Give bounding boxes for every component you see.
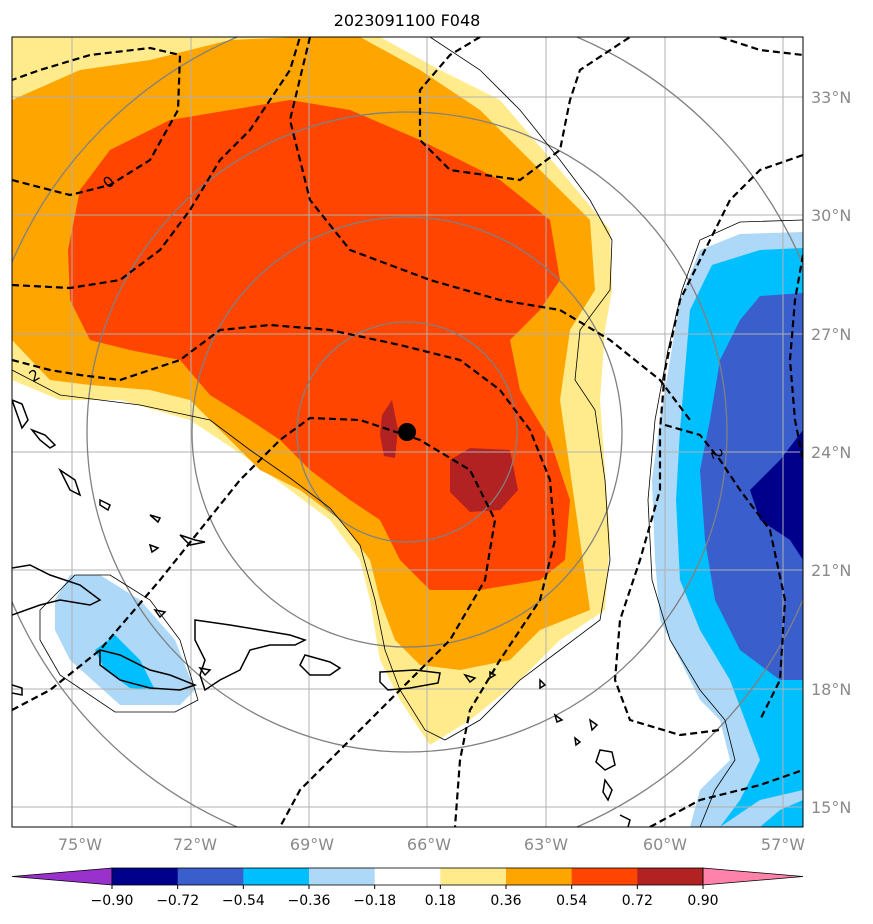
lat-label: 27°N	[811, 325, 851, 344]
contour-g	[664, 423, 787, 721]
contour-i	[719, 37, 803, 57]
colorbar: −0.90 −0.72 −0.54 −0.36 −0.18 0.18 0.36 0.54 0.7…	[11, 867, 804, 909]
latitude-labels: 33°N 30°N 27°N 24°N 21°N 18°N 15°N	[811, 88, 851, 817]
colorbar-segment	[506, 868, 573, 885]
shade-neg-054-east	[700, 293, 803, 680]
colorbar-tick-label: −0.72	[156, 893, 199, 909]
colorbar-tick-label: 0.54	[556, 893, 587, 909]
colorbar-extend-low	[11, 867, 113, 886]
figure-title: 2023091100 F048	[334, 11, 481, 30]
colorbar-segment	[374, 868, 441, 885]
contour-0	[12, 46, 182, 197]
contour-e	[418, 37, 631, 182]
lat-label: 30°N	[811, 206, 851, 225]
colorbar-tick-label: −0.90	[91, 893, 134, 909]
lon-label: 75°W	[58, 835, 102, 854]
dashed-contours	[12, 37, 803, 827]
colorbar-outline	[111, 867, 704, 886]
map-plot-area: 0 2 2	[12, 37, 803, 827]
thin-contours	[12, 37, 803, 827]
colorbar-segment	[177, 868, 244, 885]
colorbar-tick-label: −0.18	[353, 893, 396, 909]
colorbar-segment	[637, 868, 704, 885]
map-frame	[11, 36, 804, 828]
positive-anomaly-shading	[12, 37, 612, 745]
colorbar-extend-high	[702, 867, 804, 886]
colorbar-tick-label: −0.54	[222, 893, 265, 909]
colorbar-tick-label: 0.18	[425, 893, 456, 909]
lon-label: 72°W	[173, 835, 217, 854]
colorbar-tick-label: −0.36	[288, 893, 331, 909]
contour-b	[12, 323, 557, 827]
colorbar-segment	[112, 868, 179, 885]
shade-neg-036-west	[95, 635, 155, 690]
lat-label: 21°N	[811, 561, 851, 580]
storm-center-marker	[398, 423, 416, 441]
coastlines	[12, 399, 631, 827]
lon-label: 66°W	[407, 835, 451, 854]
range-rings	[12, 37, 803, 827]
shade-pos-072-a	[450, 448, 518, 512]
shade-neg-072-east	[750, 430, 803, 560]
graticule	[12, 37, 803, 827]
lat-label: 18°N	[811, 680, 851, 699]
contour-a	[12, 37, 302, 290]
colorbar-segment	[243, 868, 310, 885]
colorbar-segment	[571, 868, 638, 885]
lon-label: 63°W	[524, 835, 568, 854]
shade-pos-054	[68, 100, 570, 590]
colorbar-tick-label: 0.72	[622, 893, 653, 909]
lon-label: 60°W	[643, 835, 687, 854]
colorbar-tick-label: 0.36	[490, 893, 521, 909]
lat-label: 24°N	[811, 443, 851, 462]
lon-label: 57°W	[761, 835, 805, 854]
contour-c	[12, 416, 497, 827]
colorbar-segment	[309, 868, 376, 885]
longitude-labels: 75°W 72°W 69°W 66°W 63°W 60°W 57°W	[58, 835, 805, 854]
colorbar-segment	[440, 868, 507, 885]
lat-label: 15°N	[811, 798, 851, 817]
lat-label: 33°N	[811, 88, 851, 107]
contour-h	[788, 254, 803, 461]
colorbar-tick-label: 0.90	[687, 893, 718, 909]
contour-j	[649, 768, 803, 827]
lon-label: 69°W	[290, 835, 334, 854]
negative-anomaly-shading	[55, 232, 803, 827]
contour-d	[288, 37, 691, 421]
